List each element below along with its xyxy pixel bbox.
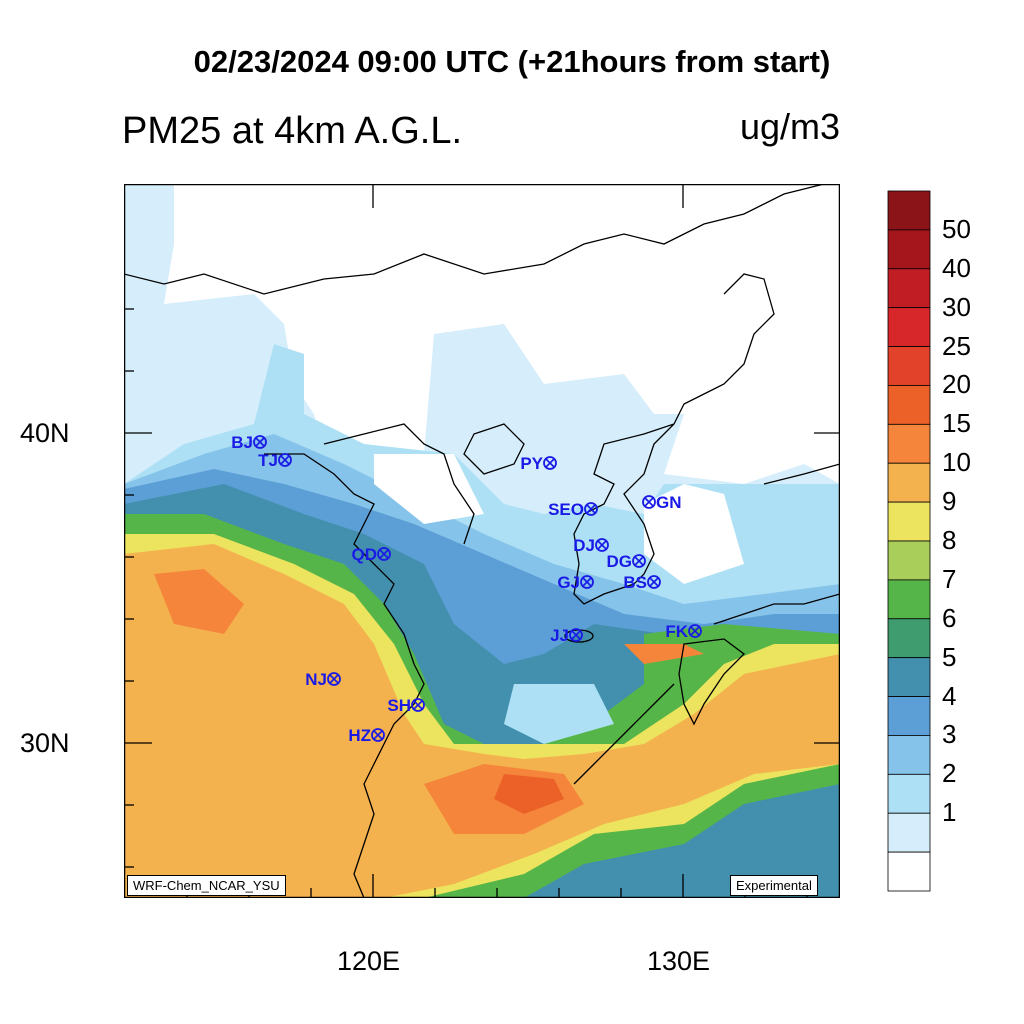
colorbar-swatch	[887, 812, 931, 853]
station-label: HZ	[348, 726, 371, 745]
colorbar-label: 30	[942, 291, 971, 322]
station-marker-icon	[411, 698, 425, 712]
colorbar-swatch	[887, 501, 931, 542]
station-dg: DG	[607, 552, 646, 571]
field-15ug-japan	[624, 644, 704, 664]
colorbar-swatch	[887, 657, 931, 697]
field-20ug	[494, 774, 564, 814]
station-label: JJ	[550, 626, 569, 645]
station-label: SH	[387, 696, 411, 715]
station-marker-icon	[377, 547, 391, 561]
field-clean-bohai	[374, 454, 484, 524]
colorbar	[887, 190, 931, 892]
units-label: ug/m3	[739, 106, 840, 147]
colorbar-label: 5	[942, 641, 957, 672]
station-label: PY	[520, 454, 543, 473]
map-title: 02/23/2024 09:00 UTC (+21hours from star…	[193, 44, 831, 79]
field-10ug	[124, 544, 840, 898]
colorbar-swatch	[887, 579, 931, 620]
station-marker-icon	[543, 456, 557, 470]
colorbar-label: 15	[942, 408, 971, 439]
colorbar-label: 3	[942, 719, 957, 750]
colorbar-swatch	[887, 618, 931, 659]
y-tick-40n: 40N	[20, 418, 70, 448]
pm25-map: BJ TJ PY SEO GN QD DJ DG GJ BS JJ FK NJ SH HZ	[124, 184, 840, 898]
colorbar-swatch	[887, 735, 931, 775]
colorbar-label: 10	[942, 447, 971, 478]
station-sh: SH	[387, 696, 425, 715]
station-hz: HZ	[348, 726, 385, 745]
station-label: BJ	[231, 433, 253, 452]
colorbar-swatch	[887, 540, 931, 581]
stations-layer: BJ TJ PY SEO GN QD DJ DG GJ BS JJ FK NJ SH HZ	[231, 433, 702, 745]
station-bj: BJ	[231, 433, 267, 452]
colorbar-swatch	[887, 851, 931, 892]
station-qd: QD	[352, 545, 391, 564]
colorbar-label: 2	[942, 758, 957, 789]
station-jj: JJ	[550, 626, 583, 645]
x-tick-120e: 120E	[337, 946, 401, 976]
station-nj: NJ	[305, 670, 341, 689]
model-credit: WRF-Chem_NCAR_YSU	[127, 875, 286, 896]
station-dj: DJ	[573, 536, 609, 555]
colorbar-label: 50	[942, 213, 971, 244]
station-label: FK	[665, 622, 688, 641]
station-label: DG	[607, 552, 633, 571]
coastlines	[124, 184, 840, 898]
station-label: GN	[656, 493, 682, 512]
colorbar-swatch	[887, 190, 931, 231]
colorbar-swatch	[887, 307, 931, 347]
colorbar-label: 6	[942, 602, 957, 633]
y-tick-30n: 30N	[20, 728, 70, 758]
station-label: GJ	[557, 573, 580, 592]
colorbar-swatch	[887, 423, 931, 464]
station-marker-icon	[584, 502, 598, 516]
station-py: PY	[520, 454, 557, 473]
station-seo: SEO	[548, 500, 598, 519]
station-marker-icon	[632, 554, 646, 568]
colorbar-label: 1	[942, 797, 957, 828]
station-gn: GN	[642, 493, 682, 512]
colorbar-label: 7	[942, 563, 957, 594]
colorbar-swatch	[887, 346, 931, 386]
x-tick-130e: 130E	[647, 946, 711, 976]
station-gj: GJ	[557, 573, 594, 592]
station-label: BS	[623, 573, 647, 592]
colorbar-label: 25	[942, 330, 971, 361]
station-marker-icon	[595, 538, 609, 552]
station-label: QD	[352, 545, 378, 564]
colorbar-swatch	[887, 229, 931, 270]
colorbar-label: 40	[942, 252, 971, 283]
variable-subtitle: PM25 at 4km A.G.L.	[122, 110, 463, 152]
station-marker-icon	[647, 575, 661, 589]
colorbar-label: 8	[942, 525, 957, 555]
station-marker-icon	[327, 672, 341, 686]
station-label: SEO	[548, 500, 584, 519]
station-tj: TJ	[258, 451, 292, 470]
field-clean-east-sea	[644, 484, 744, 584]
station-marker-icon	[580, 575, 594, 589]
colorbar-label: 9	[942, 486, 957, 517]
field-clean-yellow-sea	[504, 684, 614, 744]
station-marker-icon	[371, 728, 385, 742]
station-bs: BS	[623, 573, 661, 592]
colorbar-swatch	[887, 696, 931, 736]
colorbar-label: 20	[942, 369, 971, 400]
station-label: DJ	[573, 536, 595, 555]
colorbar-swatch	[887, 268, 931, 309]
colorbar-swatch	[887, 385, 931, 425]
colorbar-swatch	[887, 773, 931, 814]
station-marker-icon	[278, 453, 292, 467]
experimental-badge: Experimental	[730, 875, 818, 896]
station-marker-icon	[688, 624, 702, 638]
station-label: NJ	[305, 670, 327, 689]
station-fk: FK	[665, 622, 702, 641]
colorbar-swatch	[887, 462, 931, 503]
station-marker-icon	[569, 628, 583, 642]
station-marker-icon	[253, 435, 267, 449]
station-marker-icon	[642, 495, 656, 509]
colorbar-label: 4	[942, 680, 957, 711]
field-15ug-west	[154, 569, 244, 634]
station-label: TJ	[258, 451, 278, 470]
